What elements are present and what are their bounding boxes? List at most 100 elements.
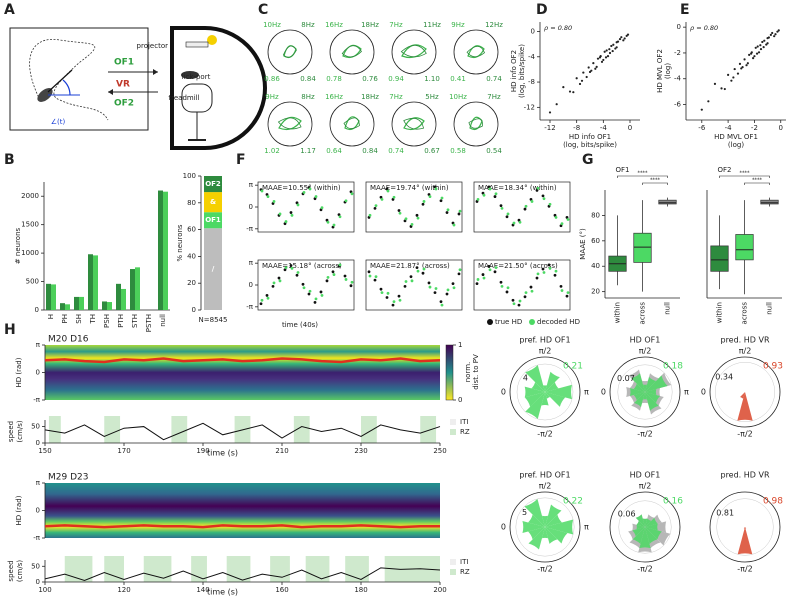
bar — [121, 288, 126, 310]
point — [763, 39, 766, 42]
rz-interval — [305, 556, 330, 582]
rose-wedge — [645, 517, 658, 527]
true-point — [301, 282, 305, 286]
decoded-point — [338, 215, 342, 219]
sig-bracket — [744, 182, 770, 185]
decoded-point — [428, 195, 432, 198]
true-point — [535, 188, 539, 192]
true-point — [331, 225, 335, 229]
true-point — [457, 212, 461, 216]
y-tick-label: -π — [246, 225, 254, 233]
point — [759, 44, 762, 47]
true-point — [523, 295, 527, 299]
decoded-point — [512, 302, 516, 306]
score: 0.16 — [663, 496, 683, 506]
decoded-point — [548, 202, 552, 206]
decoded-point — [512, 221, 516, 225]
polar-frame — [453, 101, 499, 147]
decoded-point — [260, 298, 264, 302]
true-point — [535, 276, 539, 280]
true-point — [445, 211, 449, 214]
true-point — [271, 202, 275, 205]
true-point — [403, 284, 407, 288]
bar-segment — [204, 228, 222, 310]
point — [707, 100, 710, 103]
tuning-curve — [278, 116, 302, 131]
hd-info: 0.86 — [264, 75, 280, 83]
rose-wedge — [524, 392, 545, 407]
true-point — [403, 219, 407, 223]
axis-label: (log) — [728, 141, 744, 149]
point — [777, 29, 780, 32]
decoded-point — [428, 285, 432, 289]
x-tick-label: SH — [75, 314, 83, 324]
decoded-point — [536, 272, 540, 276]
frame — [365, 181, 463, 233]
x-tick-label: 0 — [628, 124, 632, 132]
rose-wedge — [645, 523, 658, 531]
frame — [473, 181, 571, 233]
rose-wedge — [525, 392, 545, 420]
polar-frame — [609, 491, 681, 563]
angle-label: π — [684, 388, 689, 397]
point — [720, 87, 723, 90]
true-point — [385, 296, 389, 299]
point — [592, 61, 595, 65]
axis-label: time (s) — [207, 449, 238, 458]
point — [766, 37, 769, 40]
decoded-point — [290, 266, 294, 270]
decoded-point — [506, 286, 510, 290]
y-tick-label: 40 — [591, 262, 600, 270]
angle-label: π/2 — [639, 347, 652, 356]
true-point — [397, 209, 401, 212]
tuning-curve — [401, 44, 427, 59]
peak-rate: 9Hz — [451, 21, 465, 29]
rose-wedge — [737, 527, 753, 555]
rz-interval — [293, 416, 310, 443]
axis-label: MAAE (°) — [579, 228, 587, 260]
polar-frame — [267, 29, 313, 75]
rose-wedge — [634, 392, 645, 408]
hd-info: 0.84 — [362, 147, 378, 155]
point — [555, 103, 558, 106]
true-point — [511, 223, 515, 227]
x-tick-label: -4 — [600, 124, 608, 132]
x-tick-label: -2 — [751, 124, 758, 132]
x-tick-label: null — [664, 302, 672, 315]
point — [606, 55, 610, 58]
point — [618, 37, 622, 41]
y-tick-label: 500 — [26, 278, 39, 286]
decoded-point — [392, 300, 396, 304]
bar — [93, 255, 98, 310]
decoded-point — [542, 197, 546, 201]
diagram-label: OF2 — [114, 99, 134, 109]
true-point — [289, 211, 293, 214]
rose-wedge — [545, 527, 558, 544]
legend-swatch — [450, 429, 456, 435]
decoded-point — [500, 206, 504, 210]
point — [599, 55, 602, 58]
legend-label: decoded HD — [537, 318, 580, 326]
angle-label: -π/2 — [537, 430, 553, 439]
point — [773, 35, 776, 38]
legend-swatch — [450, 559, 456, 565]
rose-wedge — [633, 383, 645, 392]
true-point — [415, 266, 419, 270]
angle-label: π/2 — [639, 482, 652, 491]
rose-wedge — [528, 514, 545, 527]
peak-rate: 10Hz — [449, 93, 467, 101]
axis-label: % neurons — [176, 224, 184, 261]
decoded-point — [350, 192, 354, 196]
hd-info: 1.10 — [424, 75, 440, 83]
y-tick-label: 0 — [36, 507, 40, 515]
polar-frame — [329, 29, 375, 75]
true-point — [331, 270, 335, 274]
peak-rate: 16Hz — [325, 93, 343, 101]
point — [723, 87, 726, 91]
peak-rate: 7Hz — [389, 21, 403, 29]
true-point — [541, 194, 545, 198]
axis-label: (log, bits/spike) — [518, 44, 526, 98]
angle-label: π — [584, 388, 589, 397]
bar-segment — [204, 212, 222, 229]
rose-wedge — [543, 385, 547, 392]
